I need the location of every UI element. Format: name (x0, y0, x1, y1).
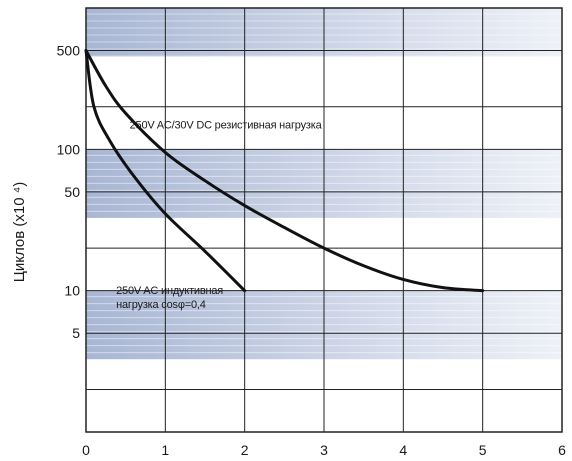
y-tick-label: 100 (57, 141, 81, 157)
x-tick-label: 3 (320, 442, 328, 458)
series-line-1 (84, 49, 247, 293)
series-layer (84, 49, 485, 293)
annotations: 250V AC/30V DC резистивная нагрузка 250V … (116, 120, 323, 311)
x-tick-label: 0 (82, 442, 90, 458)
plot-frame (85, 7, 563, 433)
x-tick-label: 5 (479, 442, 487, 458)
annotation-0-line-0: 250V AC/30V DC резистивная нагрузка (130, 120, 323, 132)
y-axis-title: Циклов (x10 ⁴) (11, 182, 28, 282)
annotation-1-line-0: 250V AC индуктивная (116, 285, 223, 297)
annotation-1-line-1: нагрузка cosφ=0,4 (116, 299, 206, 311)
x-axis-ticks: 0 1 2 3 4 5 6 (82, 442, 566, 458)
y-tick-label: 500 (57, 43, 81, 59)
y-tick-label: 5 (72, 325, 80, 341)
x-tick-label: 2 (241, 442, 249, 458)
x-tick-label: 1 (161, 442, 169, 458)
x-tick-label: 6 (558, 442, 566, 458)
series-line-0 (84, 49, 485, 293)
x-tick-label: 4 (399, 442, 407, 458)
y-tick-label: 50 (64, 184, 80, 200)
y-tick-label: 10 (64, 283, 80, 299)
y-axis-ticks: 500 100 50 10 5 (57, 43, 81, 342)
grid (85, 7, 563, 433)
